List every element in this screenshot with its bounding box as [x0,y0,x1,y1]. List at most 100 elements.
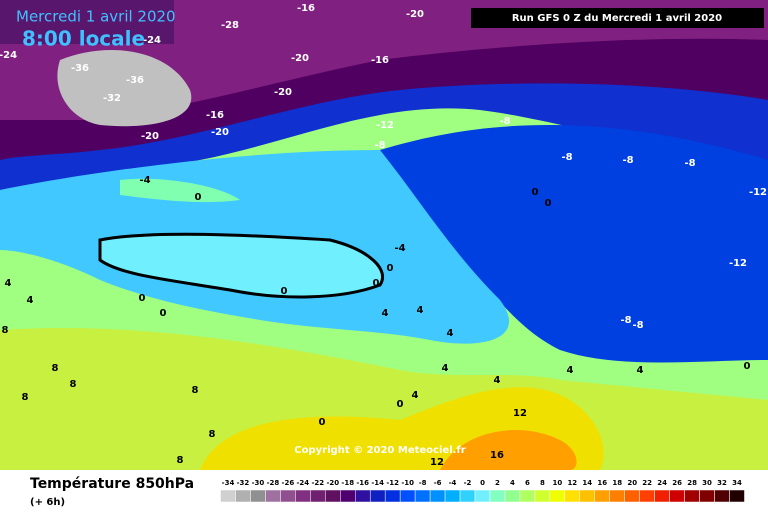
contour-label: -24 [143,35,161,46]
contour-label: 0 [160,308,167,319]
contour-label: 4 [567,365,574,376]
contour-label: -8 [684,158,695,169]
legend-swatch [654,489,670,503]
legend-tick-label: -28 [267,479,280,487]
contour-label: -20 [211,127,229,138]
contour-label: -32 [103,93,121,104]
contour-label: 0 [281,286,288,297]
legend-swatch [220,489,236,503]
contour-label: 4 [417,305,424,316]
legend-swatch [519,489,536,503]
legend-swatch [459,489,476,503]
contour-label: 4 [442,363,449,374]
contour-label: -16 [297,3,315,14]
legend-swatch [325,489,341,503]
contour-label: -8 [561,152,572,163]
legend-swatch [579,489,596,503]
contour-label: 8 [177,455,184,466]
lead-time: (+ 6h) [30,497,65,508]
legend-swatch [669,489,685,503]
legend-tick-label: -8 [419,479,427,487]
contour-label: 8 [70,379,77,390]
contour-label: 0 [195,192,202,203]
contour-label: -8 [620,315,631,326]
legend-swatch [609,489,625,503]
legend-tick-label: -22 [311,479,324,487]
contour-label: 8 [209,429,216,440]
contour-label: -8 [632,320,643,331]
contour-label: 0 [397,399,404,410]
copyright: Copyright © 2020 Meteociel.fr [294,445,465,456]
legend-swatch [504,489,521,503]
color-legend: -34 -32 -30 -28 -26 -24 -22 -20 -18 -16 -14 -12 -10-… [220,479,745,503]
legend-swatch [639,489,655,503]
contour-label: -20 [291,53,309,64]
legend-swatch [265,489,281,503]
contour-label: 0 [139,293,146,304]
legend-swatch [474,489,491,503]
legend-swatch [369,489,386,503]
legend-tick-label: 12 [567,479,577,487]
legend-swatch [489,489,506,503]
legend-tick-label: 14 [582,479,592,487]
contour-label: -28 [221,20,239,31]
legend-swatch [414,489,431,503]
contour-label: 4 [447,328,454,339]
contour-label: 4 [412,390,419,401]
contour-label: -20 [274,87,292,98]
contour-labels: -28 -24 -24 -16 -20 -20 -16 -36 -36 -32 -20 -16 -20 -… [0,3,767,468]
contour-label: -8 [622,155,633,166]
legend-swatch [355,489,371,503]
time-label: 8:00 locale [22,27,145,51]
legend-tick-label: -2 [464,479,472,487]
contour-label: -24 [0,50,17,61]
legend-swatch [549,489,566,503]
footer-title: Température 850hPa [30,476,194,492]
legend-tick-label: 0 [480,479,485,487]
contour-label: -8 [374,140,385,151]
legend-swatch [684,489,700,503]
legend-swatch [594,489,611,503]
contour-label: -12 [729,258,747,269]
legend-tick-label: -6 [434,479,442,487]
legend-tick-label: -4 [449,479,457,487]
legend-tick-label: -18 [341,479,354,487]
legend-tick-label: 34 [732,479,742,487]
legend-swatch [250,489,266,503]
contour-label: 0 [744,361,751,372]
legend-tick-label: 22 [642,479,652,487]
contour-label: -12 [749,187,767,198]
legend-swatch [429,489,446,503]
legend-tick-label: -32 [237,479,250,487]
contour-label: 8 [22,392,29,403]
legend-tick-label: 24 [657,479,667,487]
contour-label: 12 [430,457,444,468]
contour-label: 16 [490,450,504,461]
legend-swatch [295,489,311,503]
legend-swatch [399,489,416,503]
legend-tick-label: -30 [252,479,265,487]
contour-label: 0 [387,263,394,274]
legend-tick-label: 2 [495,479,500,487]
contour-label: -12 [376,120,394,131]
contour-label: -16 [371,55,389,66]
legend-tick-label: -10 [401,479,414,487]
legend-tick-label: 10 [552,479,562,487]
run-label: Run GFS 0 Z du Mercredi 1 avril 2020 [512,13,722,24]
contour-label: 0 [545,198,552,209]
legend-swatch [564,489,581,503]
contour-label: 0 [532,187,539,198]
legend-tick-label: 6 [525,479,530,487]
contour-label: 4 [494,375,501,386]
contour-label: 12 [513,408,527,419]
legend-swatch [729,489,745,503]
contour-label: -36 [126,75,144,86]
legend-swatch [534,489,551,503]
legend-swatch [340,489,356,503]
legend-tick-label: 26 [672,479,682,487]
contour-label: -20 [141,131,159,142]
contour-label: -8 [499,116,510,127]
contour-label: 0 [373,278,380,289]
legend-swatch [714,489,730,503]
